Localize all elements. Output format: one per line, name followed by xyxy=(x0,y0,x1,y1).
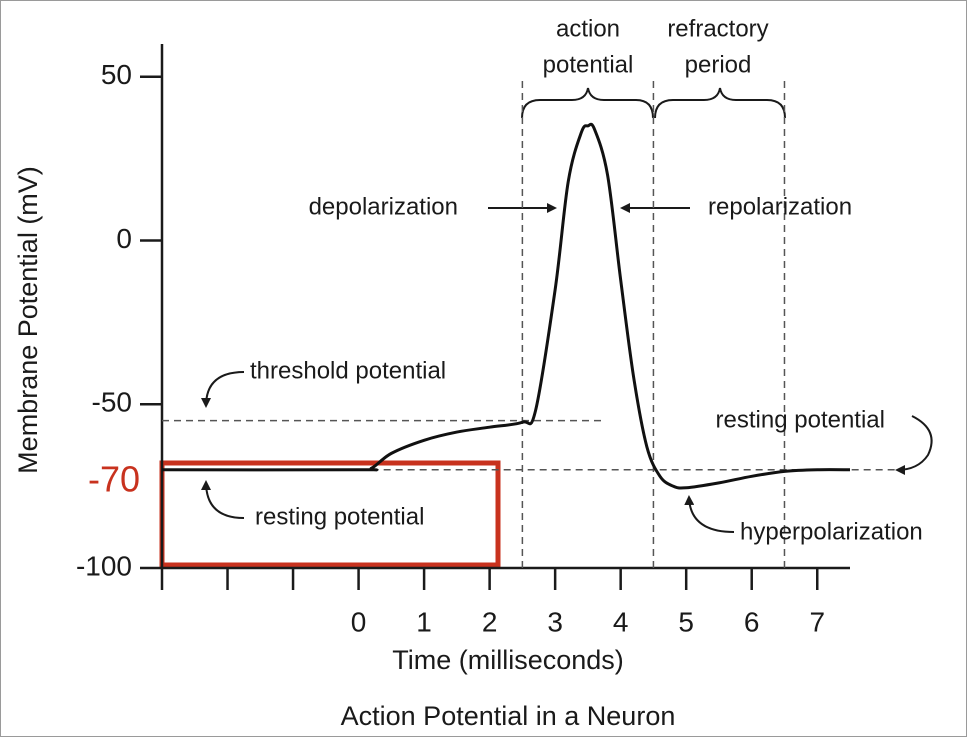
chart-title: Action Potential in a Neuron xyxy=(341,701,676,731)
annotation: repolarization xyxy=(708,193,852,220)
x-tick-label: 0 xyxy=(351,606,367,637)
y-axis-title: Membrane Potential (mV) xyxy=(13,166,43,474)
x-tick-label: 7 xyxy=(809,606,825,637)
y-tick-label: 0 xyxy=(116,223,132,254)
x-tick-label: 3 xyxy=(547,606,563,637)
y-tick-label: -100 xyxy=(76,550,132,581)
arrows xyxy=(201,203,933,533)
x-tick-label: 4 xyxy=(613,606,629,637)
y-tick-label: -50 xyxy=(92,387,132,418)
brace xyxy=(521,87,654,119)
annotation: hyperpolarization xyxy=(740,518,923,545)
phase-label: refractory xyxy=(667,15,768,42)
x-axis-title: Time (milliseconds) xyxy=(392,645,624,675)
phase-label: period xyxy=(685,51,752,78)
annotation: depolarization xyxy=(309,193,458,220)
phase-label: potential xyxy=(543,51,634,78)
marked-level-label: -70 xyxy=(88,458,140,499)
brace xyxy=(654,87,786,119)
series-line xyxy=(161,122,851,490)
annotation: resting potential xyxy=(255,503,424,530)
annotation: resting potential xyxy=(716,406,885,433)
x-tick-label: 5 xyxy=(678,606,694,637)
x-tick-label: 6 xyxy=(744,606,760,637)
x-tick-label: 2 xyxy=(482,606,498,637)
phase-label: action xyxy=(556,15,620,42)
annotation: threshold potential xyxy=(250,357,446,384)
x-tick-label: 1 xyxy=(416,606,432,637)
y-tick-label: 50 xyxy=(101,59,132,90)
